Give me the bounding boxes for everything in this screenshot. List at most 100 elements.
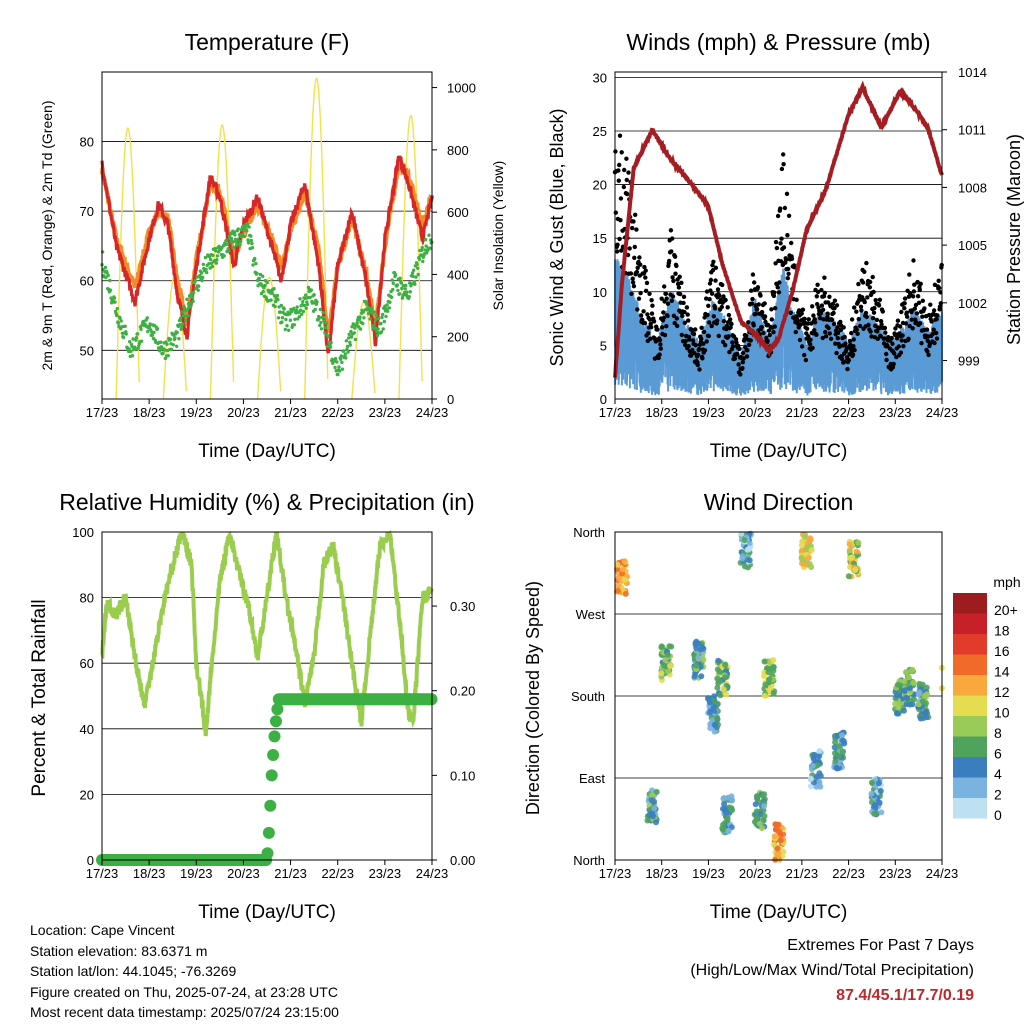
dewpoint-point <box>253 256 257 261</box>
dewpoint-point <box>312 293 316 297</box>
dewpoint-point <box>130 344 134 349</box>
gust-point <box>704 289 710 294</box>
gust-point <box>765 338 770 344</box>
dewpoint-point <box>245 222 250 226</box>
direction-point <box>661 662 668 669</box>
gust-point <box>822 290 827 296</box>
dewpoint-point <box>304 306 308 310</box>
gust-point <box>670 294 676 299</box>
direction-point <box>752 801 759 808</box>
direction-point <box>906 685 913 692</box>
gust-point <box>775 285 780 290</box>
dewpoint-point <box>323 325 328 330</box>
dewpoint-point <box>349 335 354 339</box>
extremes-title: Extremes For Past 7 Days <box>787 937 974 954</box>
rh-xtick-label: 19/23 <box>180 866 213 881</box>
dewpoint-point <box>366 312 371 316</box>
speed-legend-title: mph <box>993 574 1020 590</box>
direction-point <box>839 748 846 755</box>
direction-point <box>753 793 760 800</box>
direction-point <box>746 557 753 564</box>
direction-point <box>665 668 672 675</box>
gust-point <box>897 324 903 329</box>
gust-point <box>852 305 857 310</box>
direction-point <box>644 817 651 824</box>
direction-point <box>649 792 656 799</box>
direction-point <box>721 801 728 808</box>
winds-y2label: Station Pressure (Maroon) <box>1004 134 1024 345</box>
direction-point <box>770 667 777 674</box>
temp-y2tick-label: 0 <box>447 392 454 407</box>
direction-point <box>806 560 813 567</box>
direction-point <box>651 805 658 812</box>
gust-point <box>635 307 640 312</box>
gust-point <box>934 336 940 341</box>
direction-point <box>615 582 621 589</box>
dewpoint-point <box>272 294 277 298</box>
rh-y2tick-label: 0.30 <box>450 599 475 614</box>
gust-point <box>767 332 772 338</box>
gust-point <box>898 350 904 355</box>
direction-point <box>714 675 721 682</box>
direction-point <box>622 590 629 597</box>
gust-point <box>778 241 783 246</box>
direction-point <box>853 548 860 555</box>
gust-point <box>717 293 722 298</box>
gust-point <box>911 289 917 294</box>
dewpoint-point <box>417 257 422 261</box>
gust-point <box>616 178 621 183</box>
dewpoint-point <box>280 316 285 320</box>
direction-point <box>706 699 713 706</box>
dewpoint-point <box>129 349 133 354</box>
gust-point <box>753 311 758 317</box>
dewpoint-point <box>380 315 384 320</box>
dewpoint-point <box>193 278 197 283</box>
gust-point <box>684 305 690 310</box>
dewpoint-point <box>358 327 363 331</box>
gust-point <box>862 299 867 305</box>
dewpoint-point <box>408 290 412 294</box>
gust-point <box>871 310 877 315</box>
dir-ylabel: Direction (Colored By Speed) <box>523 581 543 815</box>
gust-point <box>828 336 834 341</box>
gust-point <box>697 367 702 372</box>
speed-legend-swatch <box>953 675 987 696</box>
gust-point <box>807 341 813 347</box>
direction-point <box>614 566 621 573</box>
gust-point <box>616 168 621 173</box>
direction-point <box>816 747 823 754</box>
speed-legend-label: 0 <box>994 807 1002 823</box>
dewpoint-point <box>348 343 352 347</box>
winds-xtick-label: 20/23 <box>739 405 772 420</box>
direction-point <box>761 791 768 798</box>
precip-point <box>267 749 280 761</box>
dewpoint-point <box>318 323 322 328</box>
gust-point <box>815 289 821 295</box>
dewpoint-point <box>276 297 280 302</box>
temp-y2tick-label: 1000 <box>447 81 476 96</box>
dewpoint-point <box>133 347 138 351</box>
gust-point <box>621 184 626 190</box>
direction-point <box>746 545 753 552</box>
dewpoint-point <box>395 283 399 287</box>
gust-point <box>677 274 682 279</box>
direction-point <box>695 640 702 647</box>
dewpoint-point <box>165 342 169 346</box>
dewpoint-point <box>210 261 214 265</box>
dewpoint-point <box>333 365 337 370</box>
direction-point <box>753 814 760 821</box>
dewpoint-point <box>134 336 139 340</box>
dewpoint-point <box>288 318 293 322</box>
gust-point <box>642 264 647 270</box>
dewpoint-point <box>263 283 267 288</box>
direction-point <box>798 554 805 561</box>
gust-point <box>730 344 736 349</box>
dewpoint-point <box>405 290 409 294</box>
gust-point <box>662 332 668 338</box>
dewpoint-point <box>419 253 423 257</box>
dewpoint-point <box>303 296 307 301</box>
dewpoint-point <box>181 314 186 318</box>
gust-point <box>829 317 835 323</box>
direction-point <box>923 708 929 715</box>
